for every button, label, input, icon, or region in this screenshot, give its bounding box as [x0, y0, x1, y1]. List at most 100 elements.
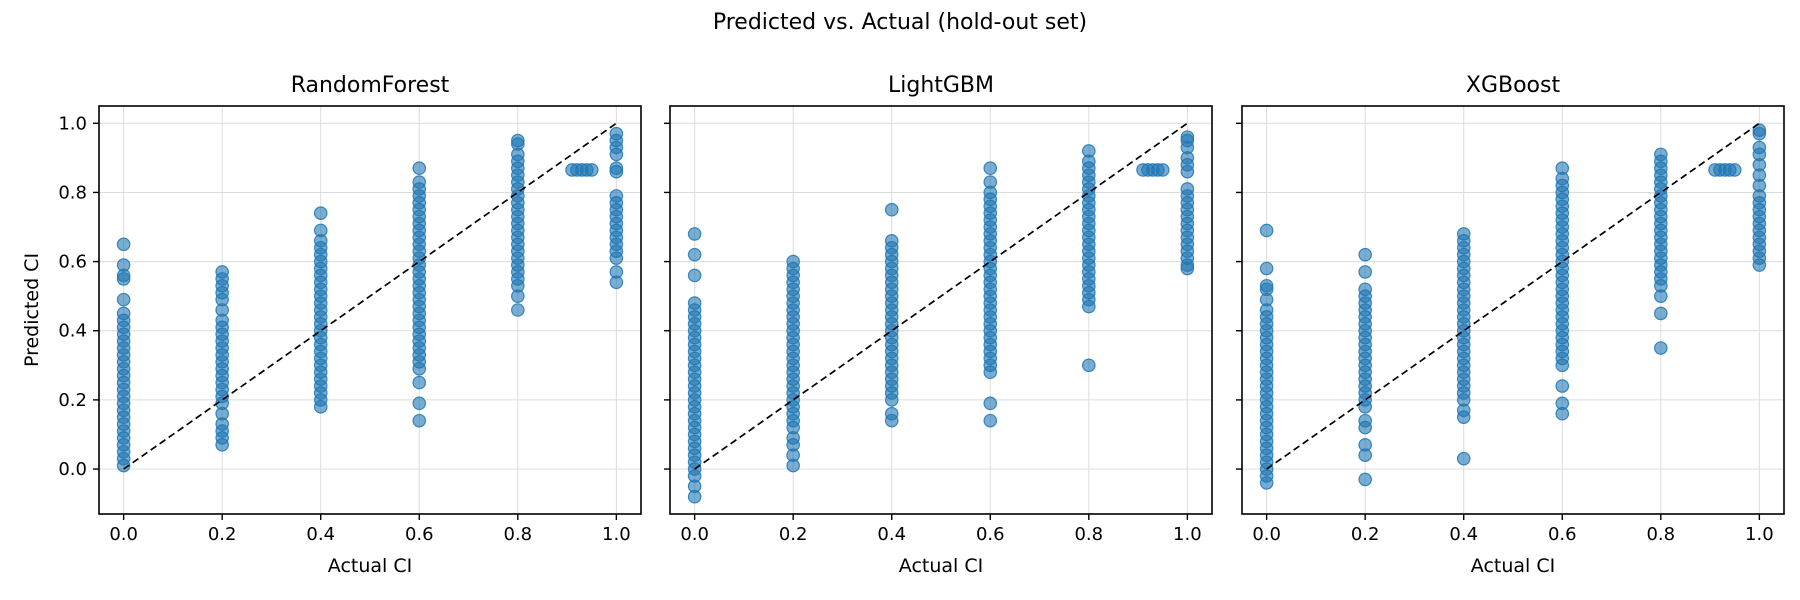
- y-tick-label: 0.4: [58, 321, 87, 342]
- data-point: [1259, 223, 1274, 238]
- data-point: [1358, 420, 1372, 435]
- data-point: [116, 292, 131, 307]
- data-point: [412, 396, 427, 411]
- x-axis-label: Actual CI: [899, 555, 983, 577]
- scatter-points: [687, 130, 1195, 504]
- data-point: [511, 289, 525, 303]
- data-point: [511, 303, 525, 317]
- x-tick-label: 0.4: [877, 524, 906, 545]
- data-point: [609, 147, 624, 162]
- data-point: [1456, 410, 1471, 424]
- panel-lightgbm: 0.0 0.2 0.4 0.6 0.8 1.0 LightGBM Actual CI: [664, 73, 1213, 577]
- x-tick-label: 0.8: [1646, 524, 1675, 545]
- plot-frame: [1241, 105, 1785, 515]
- scatter-points: [1259, 123, 1767, 490]
- reference-line: [694, 122, 1188, 470]
- panel-title: RandomForest: [291, 73, 450, 98]
- data-point: [1555, 379, 1570, 393]
- data-point: [884, 413, 899, 428]
- reference-line: [123, 122, 617, 470]
- data-point: [116, 272, 131, 286]
- plot-frame: [669, 105, 1213, 515]
- data-point: [1456, 451, 1471, 466]
- x-tick-label: 0.8: [503, 524, 532, 545]
- data-point: [983, 365, 998, 380]
- x-tick-label: 0.2: [208, 524, 237, 545]
- x-tick-label: 0.0: [680, 524, 709, 545]
- data-point: [1358, 247, 1372, 262]
- grid: [99, 106, 641, 514]
- data-point: [687, 268, 702, 283]
- panel-xgboost: 0.0 0.2 0.4 0.6 0.8 1.0 XGBoost Actual CI: [1236, 73, 1785, 577]
- x-tick-label: 1.0: [602, 524, 631, 545]
- y-axis-label: Predicted CI: [21, 253, 43, 367]
- data-point: [884, 202, 899, 217]
- x-tick-label: 0.2: [1351, 524, 1380, 545]
- data-point: [687, 247, 702, 262]
- x-tick-label: 0.8: [1074, 524, 1103, 545]
- plot-frame: [98, 105, 642, 515]
- x-tick-label: 1.0: [1173, 524, 1202, 545]
- data-point: [1259, 476, 1274, 490]
- data-point: [1654, 341, 1668, 355]
- data-point: [215, 438, 229, 452]
- data-point: [687, 489, 702, 504]
- data-point: [1082, 358, 1096, 373]
- data-point: [1358, 472, 1372, 487]
- scatter-points: [116, 126, 624, 473]
- x-axis-label: Actual CI: [1471, 555, 1555, 577]
- y-tick-label: 0.0: [58, 459, 87, 480]
- x-axis-label: Actual CI: [328, 555, 412, 577]
- data-point: [786, 458, 800, 473]
- panel-title: LightGBM: [888, 73, 994, 98]
- data-point: [313, 206, 328, 220]
- data-point: [609, 164, 624, 179]
- x-tick-label: 0.6: [1548, 524, 1577, 545]
- data-point: [687, 227, 702, 241]
- x-tick-label: 0.0: [1252, 524, 1281, 545]
- panel-title: XGBoost: [1466, 73, 1561, 98]
- data-point: [1155, 163, 1170, 177]
- x-tick-label: 0.4: [306, 524, 335, 545]
- x-tick-label: 0.6: [405, 524, 434, 545]
- data-point: [884, 393, 899, 407]
- y-tick-label: 0.6: [58, 252, 87, 273]
- data-point: [1555, 358, 1570, 373]
- y-tick-label: 0.8: [58, 182, 87, 203]
- data-point: [609, 275, 624, 290]
- data-point: [412, 375, 427, 390]
- data-point: [1727, 163, 1742, 177]
- x-tick-label: 1.0: [1745, 524, 1774, 545]
- data-point: [116, 458, 131, 473]
- data-point: [1358, 448, 1372, 463]
- data-point: [1358, 265, 1372, 279]
- data-point: [1259, 261, 1274, 276]
- data-point: [1180, 164, 1195, 179]
- data-point: [313, 400, 328, 414]
- y-tick-label: 1.0: [58, 113, 87, 134]
- data-point: [1555, 406, 1570, 421]
- data-point: [1358, 400, 1372, 414]
- data-point: [1752, 126, 1767, 141]
- y-tick-label: 0.2: [58, 390, 87, 411]
- x-tick-label: 0.0: [109, 524, 138, 545]
- data-point: [412, 413, 427, 428]
- data-point: [1752, 258, 1767, 272]
- reference-line: [1266, 122, 1760, 470]
- data-point: [1654, 289, 1668, 303]
- data-point: [609, 251, 624, 265]
- data-point: [1082, 299, 1096, 314]
- x-tick-label: 0.4: [1449, 524, 1478, 545]
- data-point: [983, 396, 998, 411]
- data-point: [412, 361, 427, 376]
- data-point: [584, 163, 599, 177]
- grid: [670, 106, 1212, 514]
- data-point: [412, 161, 427, 176]
- grid: [1242, 106, 1784, 514]
- panel-randomforest: 0.0 0.2 0.4 0.6 0.8 1.0 0.0 0.2 0.4 0.6 0.8 1.0 Rand…: [21, 73, 642, 577]
- x-tick-label: 0.6: [976, 524, 1005, 545]
- data-point: [1180, 261, 1195, 276]
- data-point: [116, 237, 131, 252]
- data-point: [983, 161, 998, 176]
